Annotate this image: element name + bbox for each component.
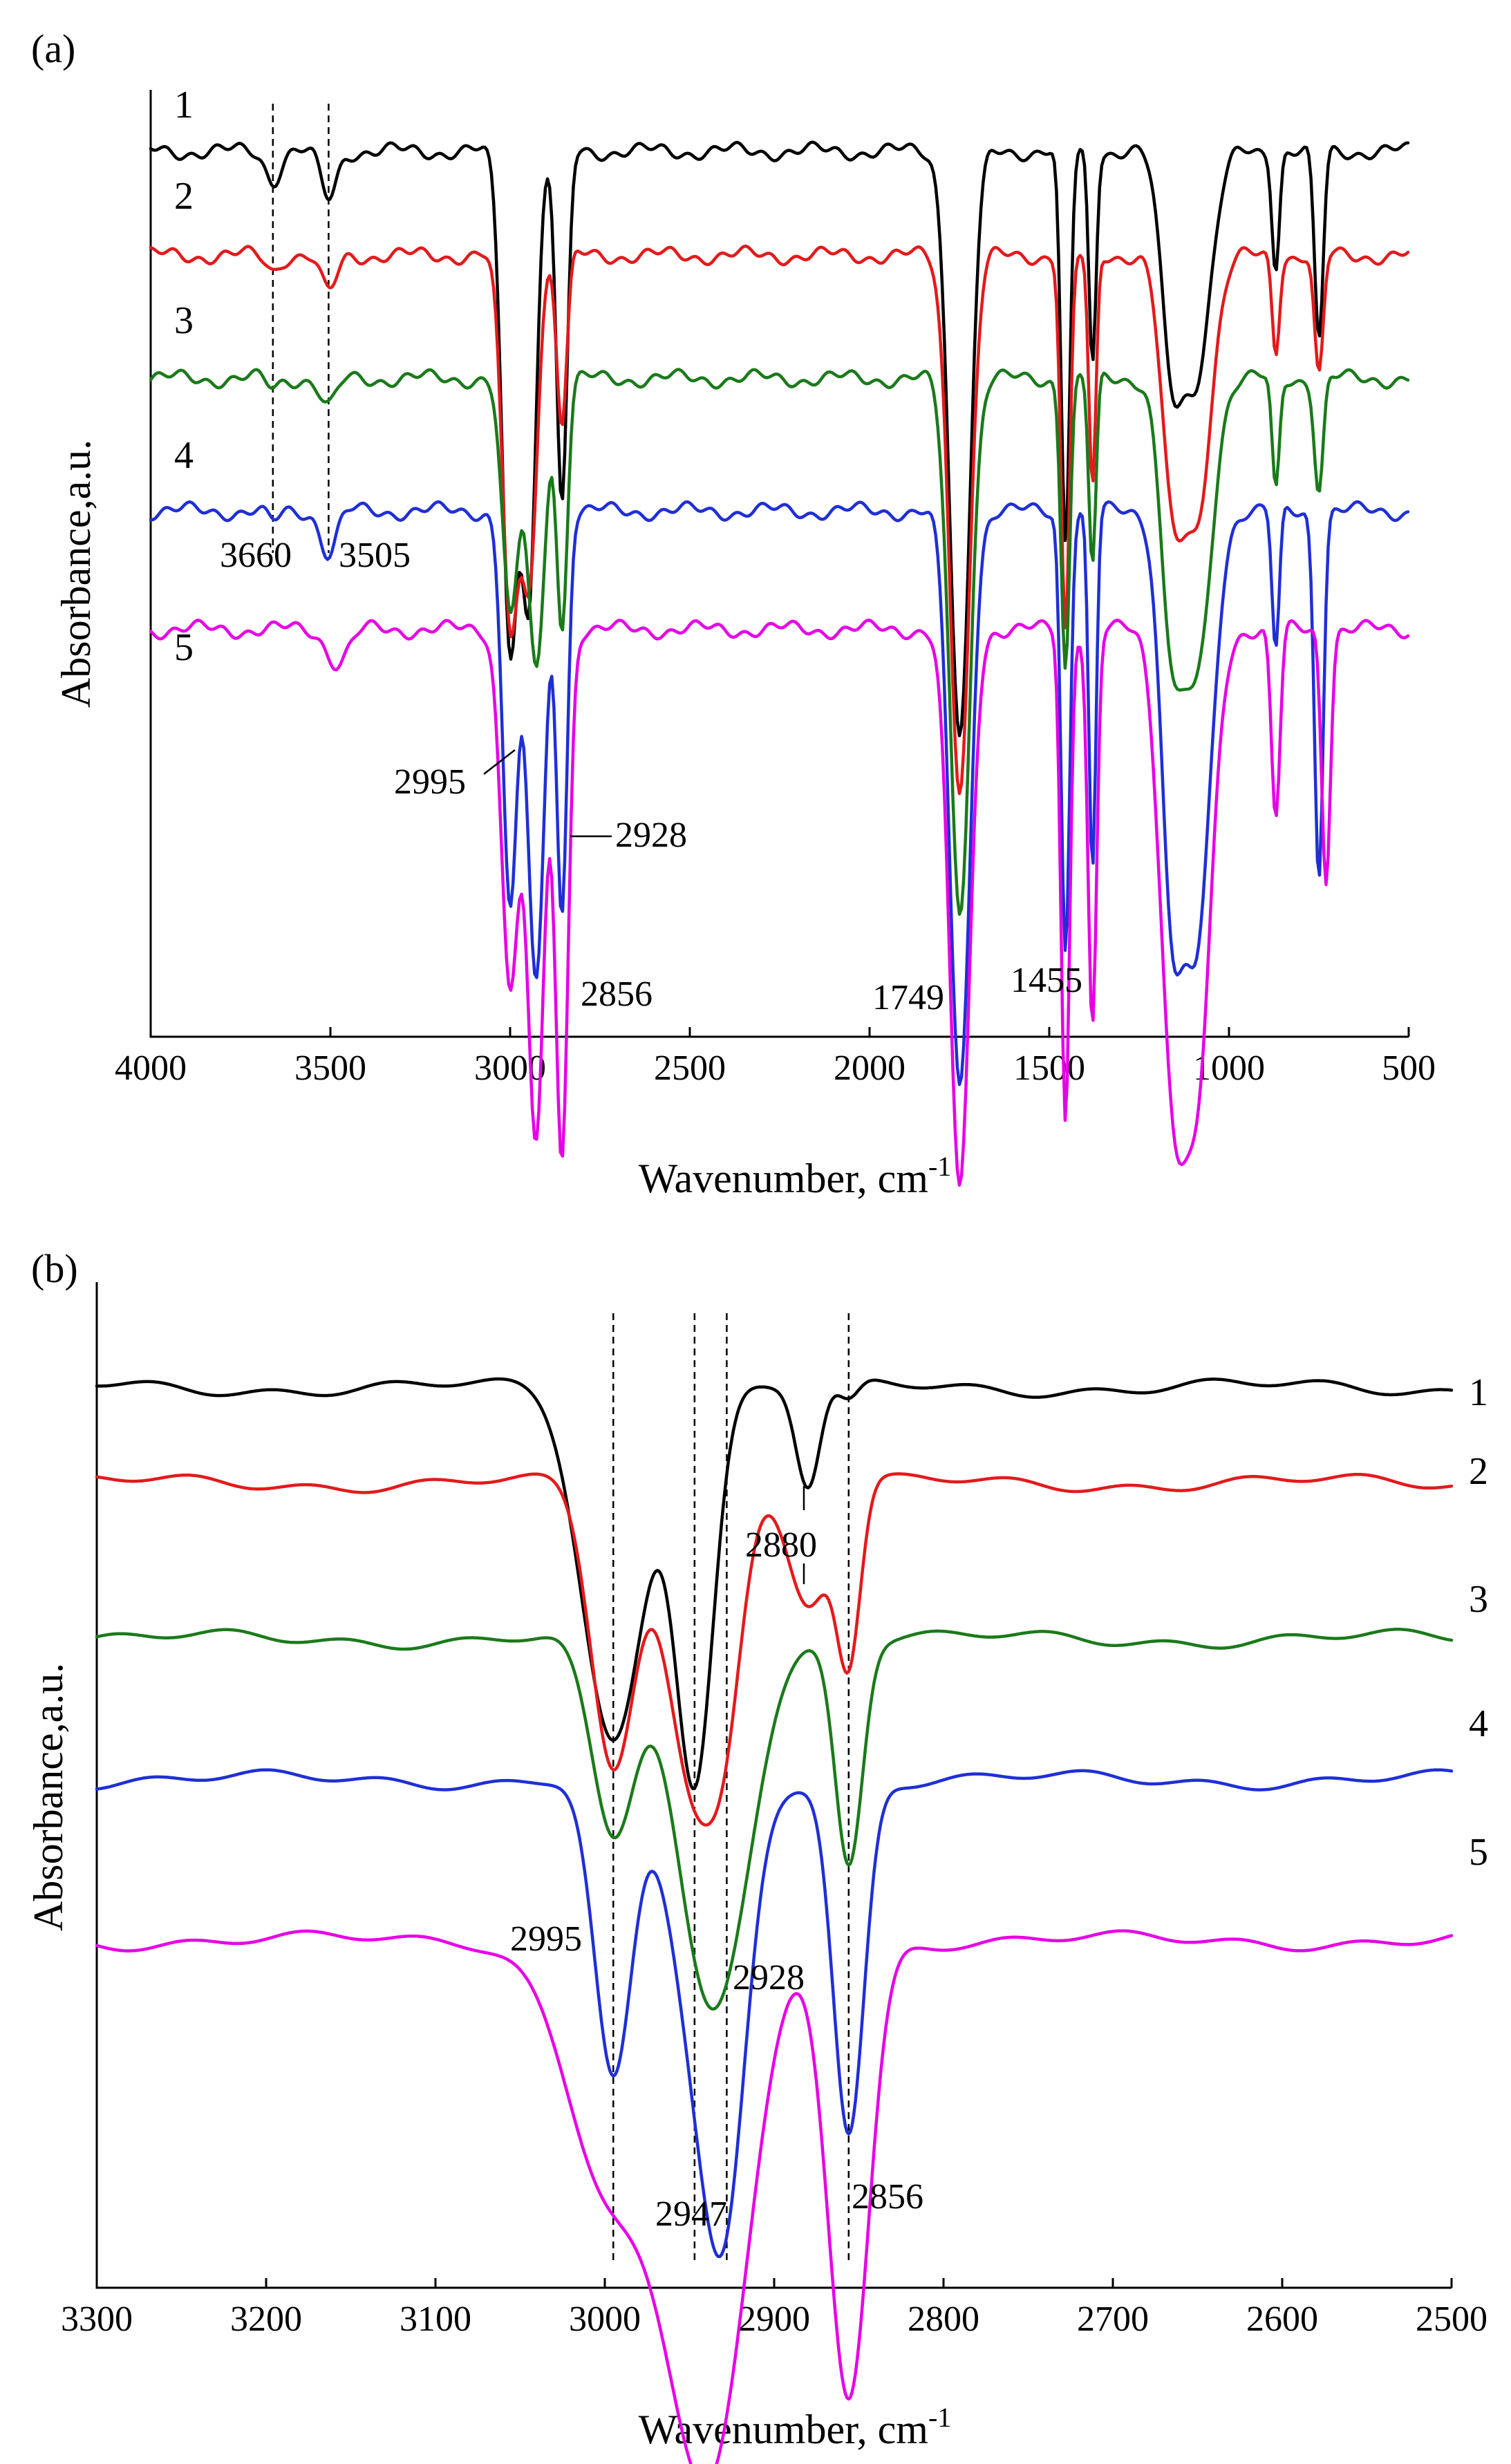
- panel-a-traces: [149, 140, 1410, 1187]
- panel-b-label: (b): [31, 1246, 78, 1291]
- peak-label-2928: 2928: [615, 816, 687, 855]
- peak-label-2856-b: 2856: [852, 2177, 923, 2217]
- trace-series-3: [149, 368, 1410, 916]
- panel-b-curve-label-1: 1: [1469, 1371, 1488, 1414]
- panel-b-annotations: 2880 2995 2928 2947 2856: [510, 1486, 923, 2234]
- x-tick-label: 2800: [908, 2300, 979, 2339]
- x-tick-label: 2500: [654, 1048, 726, 1088]
- panel-b-guides: [612, 1313, 850, 2260]
- trace-series-5: [149, 618, 1410, 1187]
- panel-a-label: (a): [31, 26, 75, 71]
- panel-b: (b) Absorbance,a.u. Wavenumber, cm-1 330…: [26, 1246, 1488, 2464]
- panel-a: (a) Absorbance,a.u. Wavenumber, cm-1 400…: [31, 26, 1436, 1201]
- trace-series-1: [95, 1377, 1454, 1791]
- panel-b-curve-label-4: 4: [1469, 1702, 1488, 1745]
- trace-series-4: [149, 500, 1410, 1087]
- panel-a-curve-labels: 1 2 3 4 5: [174, 84, 194, 669]
- x-tick-label: 3300: [61, 2300, 133, 2339]
- x-tick-label: 3000: [474, 1048, 546, 1088]
- trace-series-5: [95, 1929, 1454, 2464]
- x-tick-label: 3100: [400, 2300, 471, 2339]
- x-tick-label: 1500: [1013, 1048, 1085, 1088]
- panel-a-curve-label-4: 4: [174, 434, 194, 477]
- panel-a-guides: [272, 104, 330, 553]
- trace-series-2: [149, 244, 1410, 796]
- x-tick-label: 2600: [1246, 2300, 1318, 2339]
- x-tick-label: 4000: [115, 1048, 187, 1088]
- peak-label-1455: 1455: [1011, 961, 1082, 1000]
- peak-label-3660: 3660: [220, 536, 292, 575]
- x-tick-label: 3500: [294, 1048, 366, 1088]
- panel-a-xlabel-sup: -1: [928, 1151, 951, 1182]
- x-tick-label: 2000: [834, 1048, 905, 1088]
- panel-a-xlabel-text: Wavenumber, cm: [639, 1156, 928, 1201]
- peak-label-2947-b: 2947: [655, 2194, 727, 2234]
- panel-b-ticks: 3300 3200 3100 3000 2900 2800 2700 2600 2500: [61, 2278, 1487, 2339]
- panel-b-ylabel: Absorbance,a.u.: [26, 1663, 71, 1931]
- panel-a-curve-label-5: 5: [174, 626, 194, 669]
- trace-series-1: [149, 140, 1410, 737]
- x-tick-label: 3000: [569, 2300, 641, 2339]
- panel-b-traces: [95, 1377, 1454, 2464]
- peak-label-2928-b: 2928: [733, 1958, 805, 1997]
- x-tick-label: 2500: [1416, 2300, 1487, 2339]
- panel-b-axes: [95, 1282, 1452, 2289]
- peak-label-2995-b: 2995: [510, 1919, 582, 1959]
- peak-label-2880: 2880: [745, 1525, 817, 1565]
- panel-a-ticks: 4000 3500 3000 2500 2000 1500 1000 500: [115, 1027, 1436, 1088]
- peak-label-2995: 2995: [394, 762, 466, 802]
- panel-a-annotations: 3660 3505 2995 2928 2856 1749 1455: [220, 536, 1082, 1017]
- panel-b-curve-label-2: 2: [1469, 1450, 1488, 1493]
- panel-b-curve-label-3: 3: [1469, 1578, 1488, 1621]
- panel-a-xlabel: Wavenumber, cm-1: [639, 1151, 952, 1201]
- panel-a-curve-label-1: 1: [174, 84, 194, 126]
- panel-a-curve-label-2: 2: [174, 175, 194, 218]
- x-tick-label: 2700: [1077, 2300, 1149, 2339]
- panel-a-ylabel: Absorbance,a.u.: [53, 440, 99, 708]
- leader-2995: [483, 749, 516, 775]
- panel-b-curve-label-5: 5: [1469, 1831, 1488, 1874]
- peak-label-3505: 3505: [339, 536, 411, 575]
- panel-a-curve-label-3: 3: [174, 299, 194, 342]
- panel-b-xlabel-sup: -1: [928, 2402, 951, 2433]
- peak-label-2856: 2856: [581, 975, 653, 1014]
- trace-series-4: [95, 1768, 1454, 2259]
- x-tick-label: 1000: [1193, 1048, 1265, 1088]
- trace-series-3: [95, 1628, 1454, 2011]
- trace-series-2: [95, 1472, 1454, 1827]
- peak-label-1749: 1749: [872, 978, 944, 1017]
- panel-b-curve-labels: 1 2 3 4 5: [1469, 1371, 1488, 1874]
- x-tick-label: 500: [1382, 1048, 1436, 1088]
- x-tick-label: 2900: [738, 2300, 810, 2339]
- x-tick-label: 3200: [230, 2300, 302, 2339]
